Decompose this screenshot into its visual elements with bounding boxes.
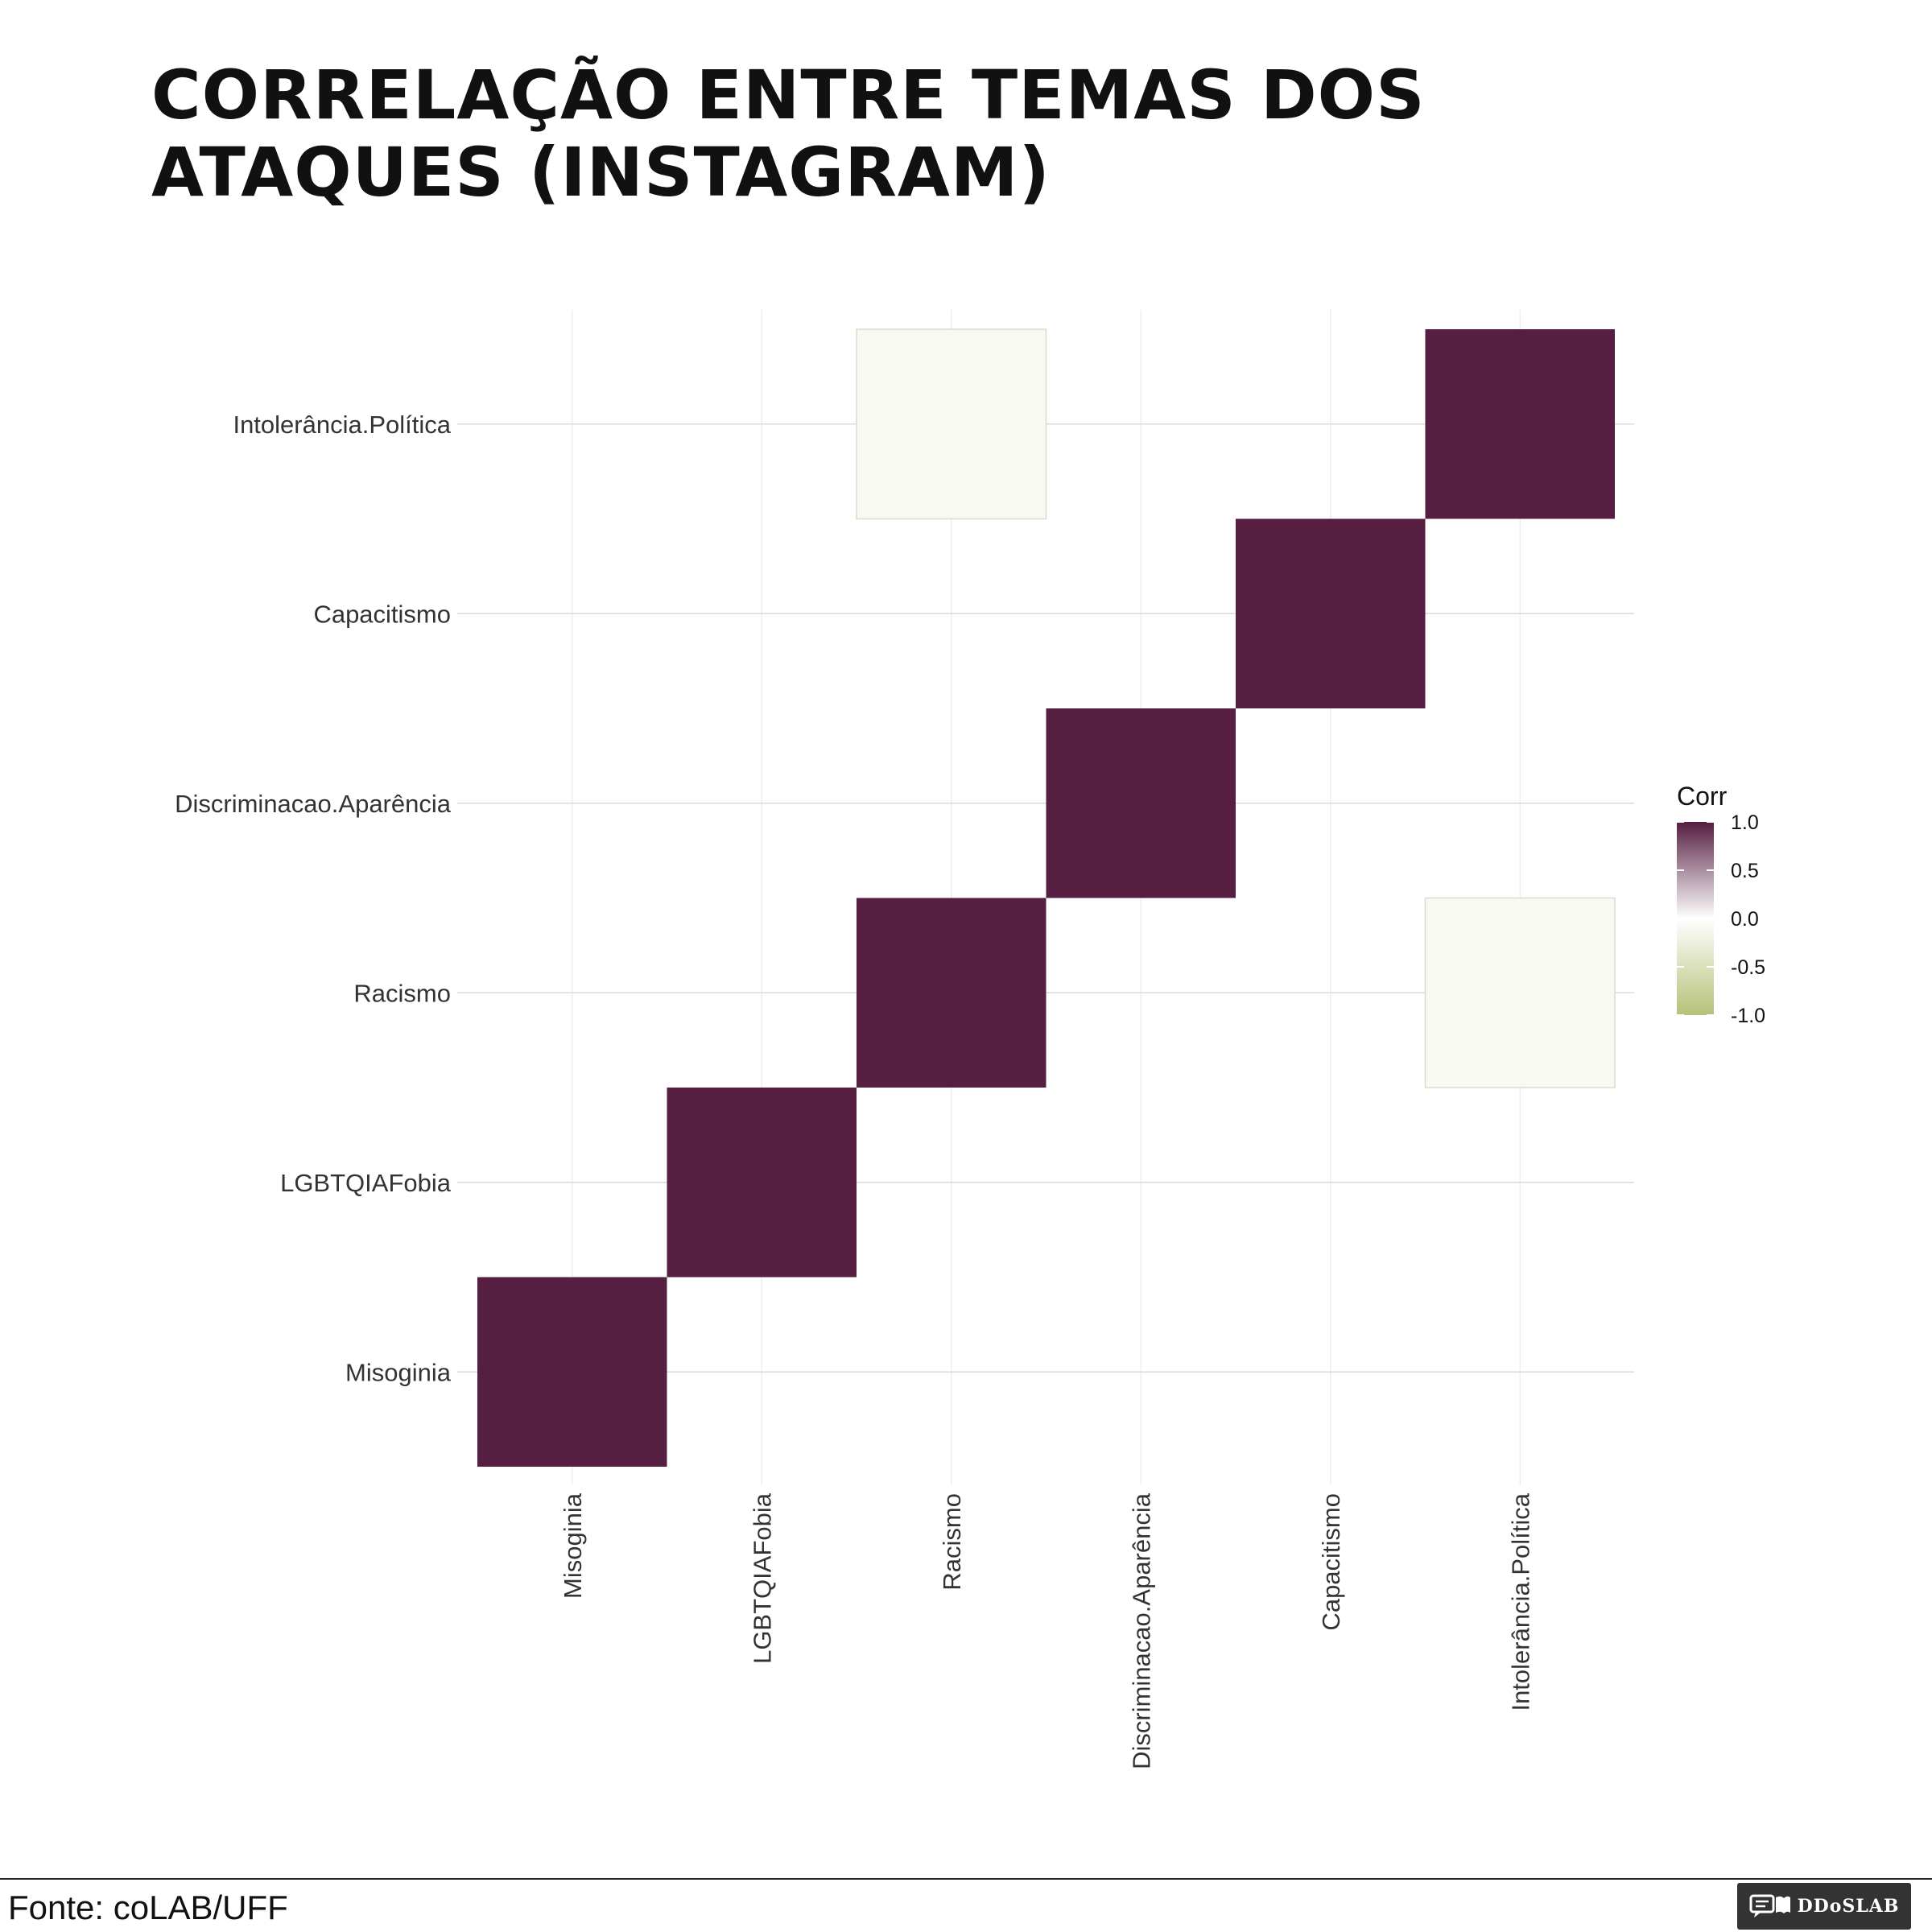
logo-text: DDoSLAB: [1797, 1896, 1900, 1917]
y-tick-label: Capacitismo: [313, 600, 451, 628]
heatmap-cell: [1236, 518, 1426, 708]
heatmap-cell: [667, 1088, 857, 1278]
legend-tick-label: 1.0: [1731, 811, 1759, 834]
y-tick-label: Misoginia: [345, 1358, 452, 1386]
x-tick-label: Discriminacao.Aparência: [1127, 1492, 1155, 1769]
ddoslab-logo: DDoSLAB: [1737, 1883, 1911, 1930]
x-tick-label: Intolerância.Política: [1506, 1492, 1534, 1711]
x-tick-label: LGBTQIAFobia: [748, 1492, 776, 1664]
heatmap-cells: [477, 328, 1616, 1467]
footer-divider: [0, 1878, 1932, 1880]
heatmap-cell: [1046, 708, 1236, 898]
legend-tick-label: 0.0: [1731, 908, 1759, 931]
chart-title: Correlação entre temas dos ataques (Inst…: [151, 56, 1426, 212]
legend-tick-label: -0.5: [1731, 956, 1765, 979]
source-caption: Fonte: coLAB/UFF: [8, 1889, 288, 1926]
y-tick-label: LGBTQIAFobia: [280, 1169, 452, 1197]
y-axis-labels: Misoginia LGBTQIAFobia Racismo Discriminaca…: [175, 411, 452, 1387]
legend-title: Corr: [1677, 782, 1728, 811]
x-tick-label: Misoginia: [559, 1492, 587, 1599]
y-tick-label: Racismo: [353, 979, 451, 1007]
x-tick-label: Capacitismo: [1317, 1493, 1345, 1631]
chat-book-icon: [1749, 1894, 1790, 1918]
heatmap-chart: Misoginia LGBTQIAFobia Racismo Discriminaca…: [175, 310, 1765, 1769]
heatmap-cell: [477, 1277, 667, 1467]
y-tick-label: Discriminacao.Aparência: [175, 790, 452, 818]
x-axis-labels: Misoginia LGBTQIAFobia Racismo Discriminaca…: [559, 1492, 1535, 1769]
legend-tick-label: 0.5: [1731, 860, 1759, 882]
heatmap-cell: [856, 328, 1047, 520]
heatmap-cell: [1424, 897, 1616, 1088]
legend-tick-label: -1.0: [1731, 1005, 1765, 1027]
heatmap-cell: [857, 898, 1046, 1088]
x-tick-label: Racismo: [938, 1493, 966, 1591]
heatmap-cell: [1425, 329, 1615, 519]
y-tick-label: Intolerância.Política: [233, 411, 451, 439]
